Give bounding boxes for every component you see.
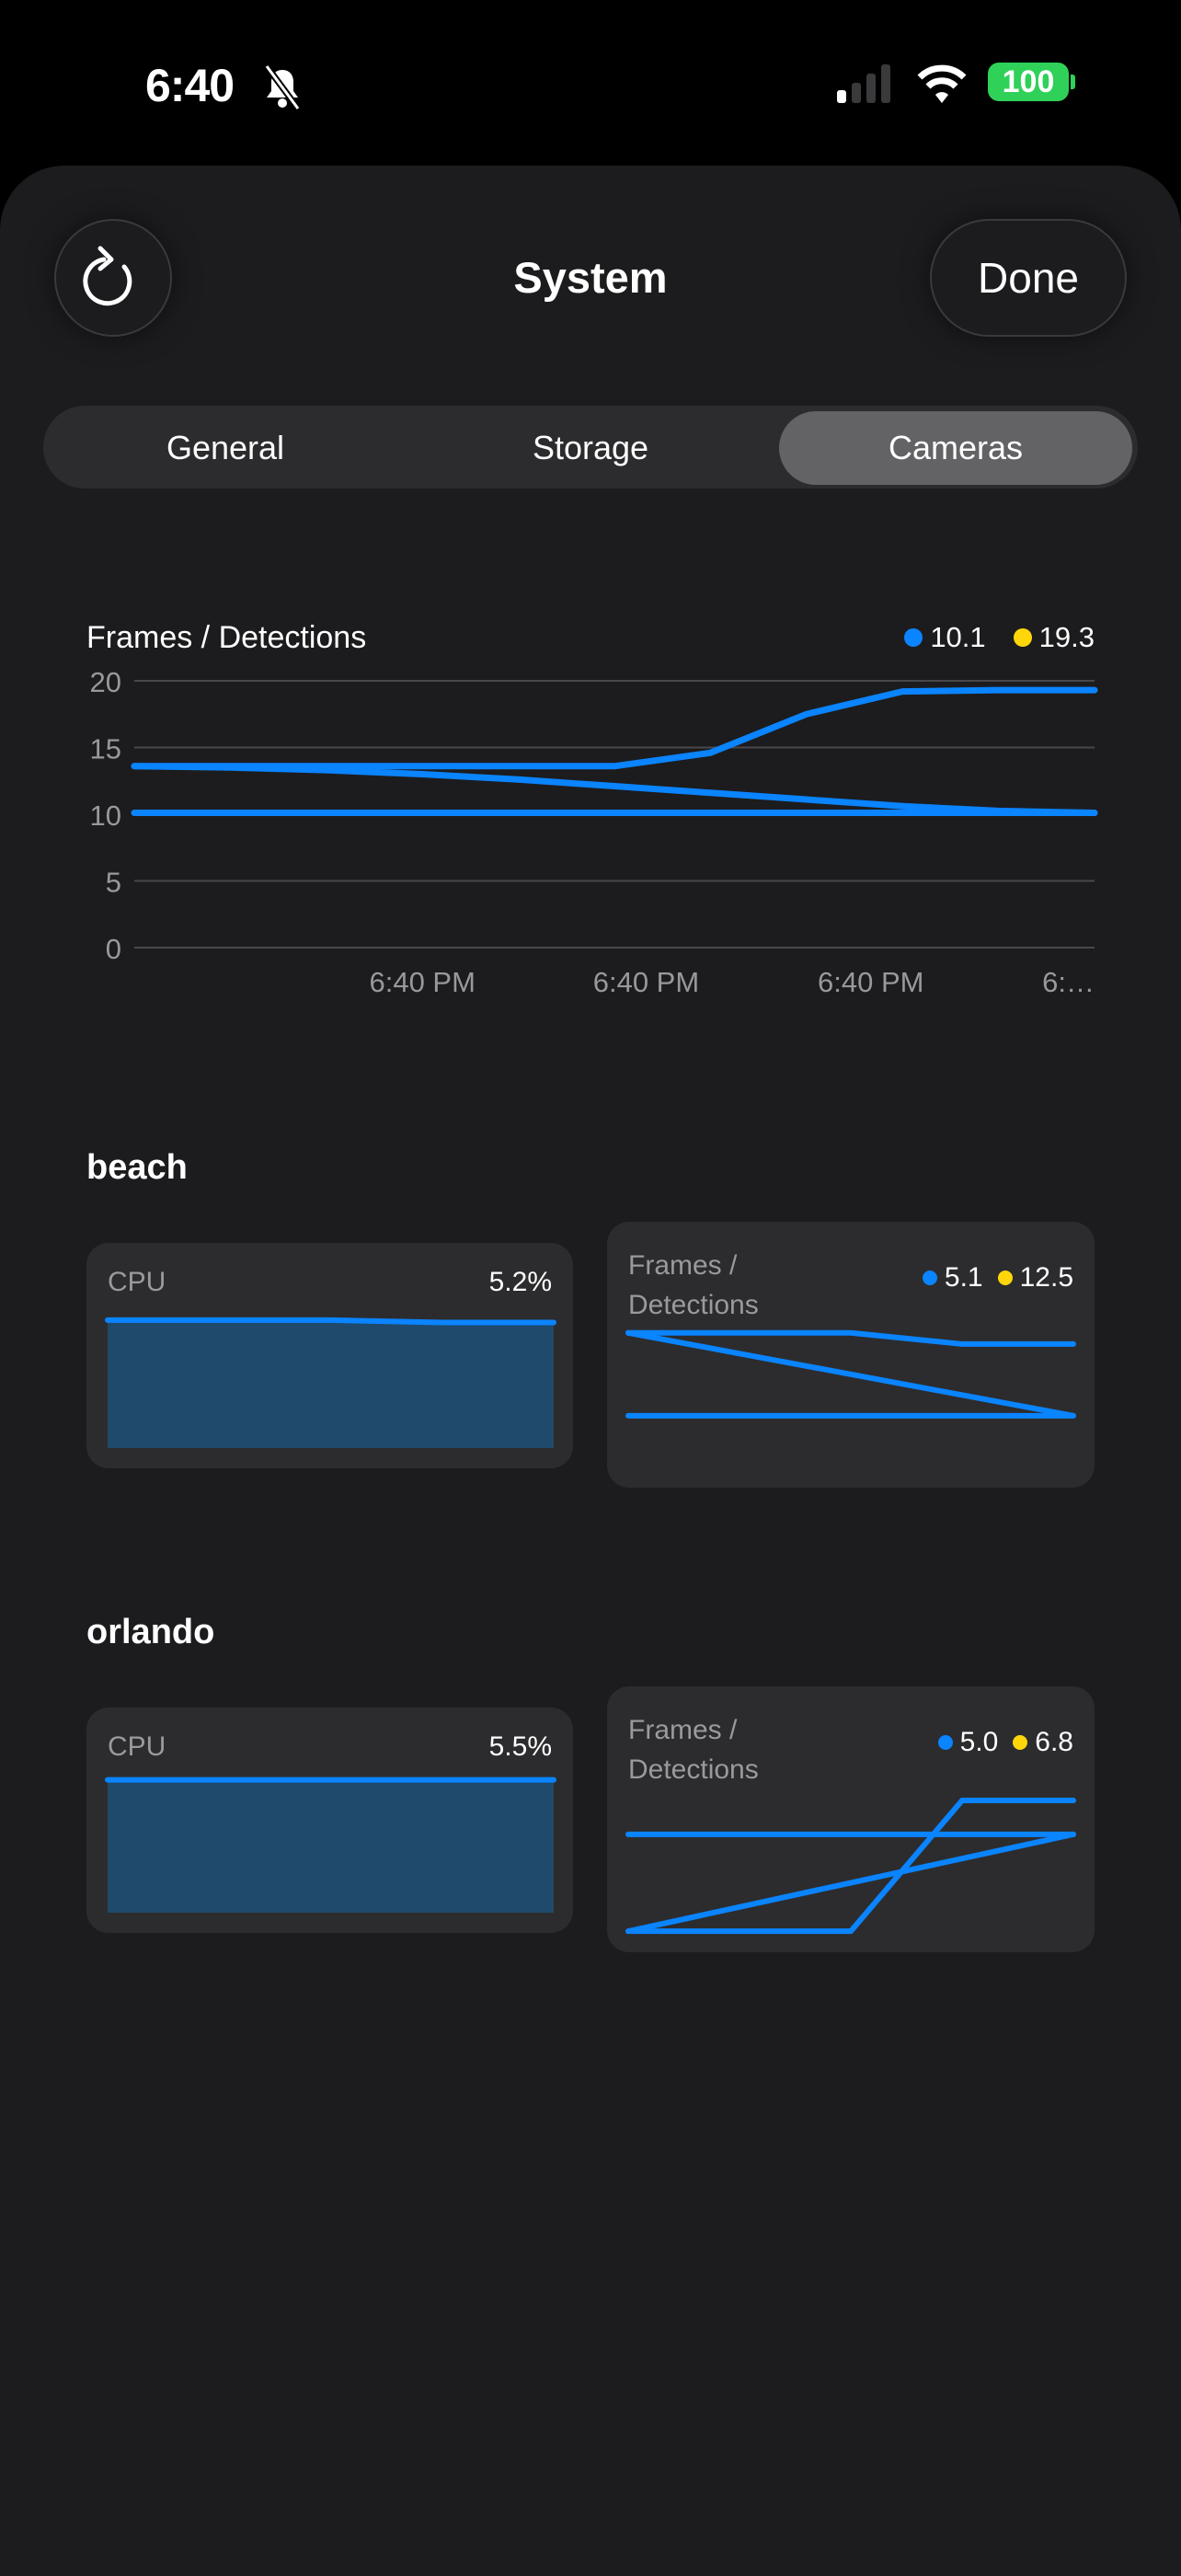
legend-dot-yellow xyxy=(1013,1735,1028,1750)
cpu-sparkline xyxy=(105,1777,556,1913)
legend-value: 5.1 xyxy=(944,1262,983,1293)
camera-name: beach xyxy=(86,1148,188,1187)
series-line-b xyxy=(131,763,1098,817)
frames-label: Frames / Detections xyxy=(628,1246,759,1325)
cpu-label: CPU xyxy=(108,1267,166,1297)
cpu-area xyxy=(108,1319,554,1448)
chart-title: Frames / Detections xyxy=(86,620,367,655)
cpu-card[interactable]: CPU 5.2% xyxy=(86,1243,573,1468)
tab-storage[interactable]: Storage xyxy=(532,429,649,466)
cpu-area xyxy=(108,1779,554,1913)
frames-label: Frames / Detections xyxy=(628,1710,759,1789)
legend-dot-yellow xyxy=(1013,628,1032,647)
y-tick-label: 5 xyxy=(106,867,121,899)
cpu-sparkline xyxy=(105,1317,556,1448)
frames-series-line xyxy=(625,1831,1076,1935)
done-button[interactable]: Done xyxy=(930,219,1127,337)
bell-slash-icon xyxy=(264,64,301,110)
battery-level: 100 xyxy=(1002,64,1055,99)
frames-series-line xyxy=(625,1798,1076,1935)
frames-card[interactable]: Frames / Detections 5.1 12.5 xyxy=(607,1222,1095,1488)
y-tick-label: 10 xyxy=(90,799,121,832)
chart-legend: 10.1 19.3 xyxy=(904,621,1095,654)
battery-cap xyxy=(1071,75,1075,89)
y-tick-label: 15 xyxy=(90,733,121,765)
legend-dot-blue xyxy=(922,1271,937,1285)
x-tick-label: 6:40 PM xyxy=(593,966,699,998)
legend-value: 6.8 xyxy=(1035,1727,1073,1757)
frames-label-line: Detections xyxy=(628,1290,759,1320)
cpu-value: 5.5% xyxy=(488,1731,552,1762)
x-tick-label: 6:… xyxy=(1042,966,1095,998)
tab-cameras[interactable]: Cameras xyxy=(888,429,1024,466)
tab-general[interactable]: General xyxy=(166,429,285,466)
wifi-icon xyxy=(917,64,967,103)
y-tick-label: 0 xyxy=(106,933,121,965)
frames-label-line: Frames / xyxy=(628,1715,738,1745)
x-tick-label: 6:40 PM xyxy=(818,966,923,998)
cellular-signal-icon xyxy=(837,64,890,103)
series-line-a xyxy=(131,686,1098,770)
frames-legend: 5.1 12.5 xyxy=(922,1262,1073,1294)
refresh-button[interactable] xyxy=(54,219,172,337)
selected-segment-indicator xyxy=(779,411,1132,485)
frames-label-line: Detections xyxy=(628,1754,759,1785)
x-tick-label: 6:40 PM xyxy=(369,966,475,998)
legend-dot-blue xyxy=(937,1735,953,1750)
frames-series-line xyxy=(625,1329,1076,1419)
cpu-label: CPU xyxy=(108,1731,166,1762)
frames-legend: 5.0 6.8 xyxy=(937,1727,1073,1758)
refresh-icon xyxy=(83,246,132,306)
frames-label-line: Frames / xyxy=(628,1250,738,1281)
camera-name: orlando xyxy=(86,1613,215,1651)
frames-card[interactable]: Frames / Detections 5.0 6.8 xyxy=(607,1686,1095,1952)
frames-detections-chart: 0 5 10 15 20 6:40 PM 6:40 PM 6:40 PM 6:… xyxy=(90,666,1098,998)
legend-dot-blue xyxy=(904,628,923,647)
legend-value: 12.5 xyxy=(1019,1262,1073,1293)
frames-series-line xyxy=(625,1329,1076,1347)
cpu-card[interactable]: CPU 5.5% xyxy=(86,1708,573,1933)
legend-dot-yellow xyxy=(997,1271,1013,1285)
battery-icon: 100 xyxy=(988,63,1069,101)
cpu-value: 5.2% xyxy=(488,1267,552,1297)
legend-value: 19.3 xyxy=(1038,621,1095,653)
page-title: System xyxy=(513,253,668,302)
legend-value: 10.1 xyxy=(930,621,986,653)
frames-sparkline xyxy=(625,1798,1076,1935)
frames-sparkline xyxy=(625,1329,1076,1419)
cpu-line xyxy=(105,1317,556,1326)
legend-value: 5.0 xyxy=(959,1727,999,1757)
status-time: 6:40 xyxy=(145,60,235,111)
y-tick-label: 20 xyxy=(90,666,121,698)
